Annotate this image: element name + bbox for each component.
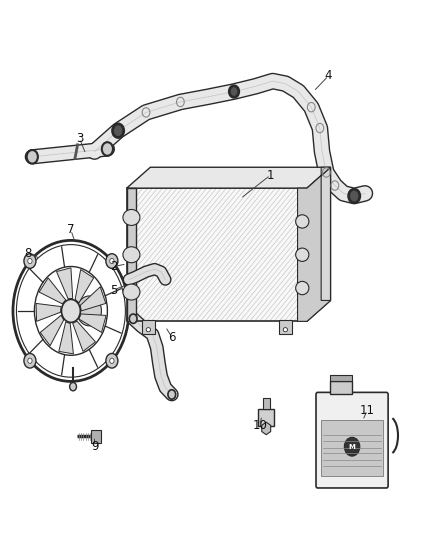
Bar	[91, 430, 101, 442]
Polygon shape	[75, 270, 94, 303]
Circle shape	[110, 358, 114, 364]
Bar	[263, 398, 270, 409]
Text: M: M	[349, 443, 356, 450]
Bar	[330, 375, 352, 382]
Polygon shape	[127, 167, 331, 188]
Polygon shape	[40, 315, 64, 346]
Text: 10: 10	[252, 419, 267, 432]
Text: 2: 2	[110, 260, 117, 273]
Ellipse shape	[296, 248, 309, 261]
Text: 1: 1	[267, 168, 274, 182]
Circle shape	[70, 383, 77, 391]
Text: 7: 7	[67, 223, 74, 237]
Bar	[279, 320, 292, 334]
Circle shape	[27, 150, 38, 164]
Polygon shape	[59, 322, 74, 354]
Circle shape	[106, 254, 118, 268]
Circle shape	[28, 358, 32, 364]
Polygon shape	[262, 422, 271, 435]
Circle shape	[344, 437, 360, 456]
Circle shape	[24, 254, 36, 268]
FancyBboxPatch shape	[316, 392, 388, 488]
Bar	[330, 382, 352, 394]
Polygon shape	[57, 268, 73, 299]
Polygon shape	[127, 188, 307, 321]
Text: 4: 4	[325, 69, 332, 82]
Ellipse shape	[129, 314, 137, 324]
Ellipse shape	[146, 328, 151, 332]
Text: 5: 5	[110, 284, 117, 296]
Bar	[258, 409, 274, 426]
Polygon shape	[79, 314, 106, 333]
Circle shape	[349, 189, 360, 203]
Circle shape	[102, 142, 113, 156]
Text: 6: 6	[168, 330, 176, 343]
Polygon shape	[127, 188, 136, 321]
Polygon shape	[39, 278, 66, 304]
Circle shape	[28, 259, 32, 264]
Circle shape	[110, 259, 114, 264]
Text: 8: 8	[24, 247, 32, 260]
Polygon shape	[36, 303, 61, 321]
Circle shape	[61, 300, 80, 322]
Polygon shape	[73, 321, 95, 351]
Ellipse shape	[168, 390, 176, 399]
Bar	[142, 320, 155, 334]
Text: 3: 3	[76, 132, 83, 145]
Polygon shape	[307, 167, 331, 321]
Text: 9: 9	[91, 440, 98, 453]
Ellipse shape	[283, 328, 287, 332]
Polygon shape	[80, 287, 106, 311]
Circle shape	[230, 86, 239, 97]
Ellipse shape	[123, 247, 140, 263]
Ellipse shape	[296, 281, 309, 295]
Circle shape	[24, 353, 36, 368]
Ellipse shape	[123, 209, 140, 225]
Circle shape	[77, 296, 102, 326]
Ellipse shape	[296, 215, 309, 228]
Text: 11: 11	[360, 403, 374, 417]
Ellipse shape	[123, 284, 140, 300]
Polygon shape	[297, 167, 331, 321]
Circle shape	[113, 124, 124, 138]
Bar	[321, 420, 383, 477]
Circle shape	[106, 353, 118, 368]
